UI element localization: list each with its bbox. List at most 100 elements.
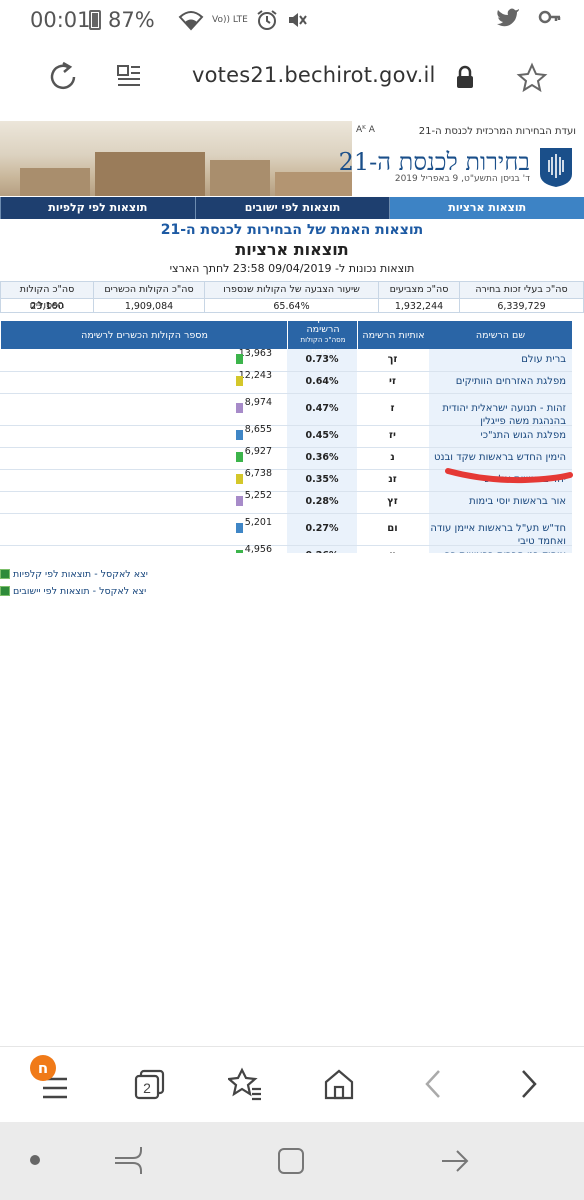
row-percent: 0.45% [305,430,339,441]
export-locality-link[interactable]: יצא לאקסל - תוצאות לפי יישובים [0,583,150,599]
notification-badge: ח [30,1055,56,1081]
header-valid-votes: מספר הקולות הכשרים לרשימה [0,321,288,349]
excel-icon [0,586,10,596]
status-time: 00:01 [30,8,91,32]
browser-toolbar: ח 2 [0,1046,584,1123]
status-bar: 00:01 87% Vo)) LTE [0,0,584,40]
row-color-swatch [236,403,243,413]
row-votes: 6,738 [244,468,272,479]
summary-invalid-votes: סה"כ הקולות הפסולים 23,160 [0,281,94,313]
recent-apps-icon[interactable] [113,1145,145,1175]
row-list-name[interactable]: הימין החדש בראשות שקד ובנט [434,452,566,463]
home-icon[interactable] [323,1067,355,1101]
row-list-name[interactable]: אור בראשות יוסי בימות [469,496,566,507]
row-votes: 12,243 [238,370,272,381]
table-row: מפלגת הגוש התנ"כי יז 0.45% 8,655 [0,424,572,448]
table-row: חד"ש תע"ל בראשות איימן עודה ואחמד טיבי ום… [0,513,572,547]
row-votes: 8,974 [244,397,272,408]
home-button-icon[interactable] [276,1146,306,1176]
results-table-header: שם הרשימה אותיות הרשימה אחוז קולות הרשימ… [0,321,572,355]
row-votes-cell: 12,243 [0,370,287,393]
address-bar: votes21.bechirot.gov.il [0,40,584,116]
font-size-buttons[interactable]: Aᴷ A [356,125,375,135]
red-underline-annotation [445,468,573,484]
committee-name: ועדת הבחירות המרכזית לכנסת ה-21 [418,126,576,137]
results-updated-time: תוצאות נכונות ל- 09/04/2019 23:58 לחתך ה… [169,262,415,275]
election-date: ד' בניסן התשע"ט, 9 באפריל 2019 [394,174,530,184]
dot-icon[interactable] [28,1153,42,1167]
twitter-icon [497,8,519,27]
tab-results-by-locality[interactable]: תוצאות לפי ישובים [194,197,390,219]
row-percent: 0.47% [305,403,339,414]
row-percent: 0.26% [287,550,357,553]
back-button-icon[interactable] [440,1146,470,1176]
key-icon [538,10,561,24]
row-color-swatch [236,354,243,364]
row-color-swatch [236,550,243,553]
tab-national-results[interactable]: תוצאות ארציות [389,197,584,219]
summary-voters: סה"כ מצביעים 1,932,244 [378,281,460,313]
row-color-swatch [236,523,243,533]
volte-icon: Vo)) LTE [212,15,248,25]
wifi-icon [178,11,204,31]
table-row: ברית עולם זך 0.73% 13,963 [0,348,572,372]
row-list-letters: נ [390,452,395,463]
back-icon[interactable] [421,1067,445,1101]
results-main-title: תוצאות האמת של הבחירות לכנסת ה-21 [160,222,424,238]
row-list-letters: זי [389,376,396,387]
row-percent: 0.64% [305,376,339,387]
row-list-letters: יז [389,430,396,441]
bookmarks-icon[interactable] [228,1067,262,1101]
row-list-name[interactable]: חד"ש תע"ל בראשות איימן עודה ואחמד טיבי [430,523,566,547]
row-percent: 0.28% [305,496,339,507]
row-color-swatch [236,452,243,462]
row-list-letters: יי [357,550,428,553]
row-list-name[interactable]: ברית עולם [521,354,566,365]
row-list-name[interactable]: מפלגת האזרחים הוותיקים [455,376,566,387]
row-votes: 5,201 [244,517,272,528]
tabs-count: 2 [143,1080,151,1096]
row-votes-cell: 5,201 [0,513,287,545]
row-votes-cell: 6,738 [0,468,287,491]
row-votes-cell: 8,655 [0,424,287,447]
header-list-name: שם הרשימה [475,329,526,341]
forward-icon[interactable] [517,1067,541,1101]
lock-icon [457,65,473,88]
row-list-name[interactable]: זהות - תנועה ישראלית יהודית בהנהגת משה פ… [442,403,566,427]
site-header: Aᴷ A ועדת הבחירות המרכזית לכנסת ה-21 בחי… [0,116,584,196]
results-tabs: תוצאות ארציות תוצאות לפי ישובים תוצאות ל… [0,197,584,219]
tab-results-by-ballot-box[interactable]: תוצאות לפי קלפיות [0,197,195,219]
row-color-swatch [236,430,243,440]
system-nav-bar [0,1122,584,1200]
state-emblem-icon [540,148,572,187]
export-links: יצא לאקסל - תוצאות לפי קלפיות יצא לאקסל … [0,566,150,600]
row-list-name[interactable]: מפלגת הגוש התנ"כי [480,430,566,441]
battery-icon [89,10,101,30]
row-votes: 4,956 [244,544,272,553]
tabs-icon[interactable]: 2 [133,1067,167,1101]
row-color-swatch [236,376,243,386]
export-ballot-box-link[interactable]: יצא לאקסל - תוצאות לפי קלפיות [0,566,150,582]
row-votes: 6,927 [244,446,272,457]
row-percent: 0.27% [305,523,339,534]
row-votes-cell: 13,963 [0,348,287,371]
reload-icon[interactable] [46,60,80,94]
row-list-letters: זץ [387,496,398,507]
row-percent: 0.73% [305,354,339,365]
battery-level: 87% [108,8,155,32]
url-text[interactable]: votes21.bechirot.gov.il [192,63,436,87]
results-table: שם הרשימה אותיות הרשימה אחוז קולות הרשימ… [0,321,584,553]
row-color-swatch [236,474,243,484]
mute-icon [288,13,307,27]
row-votes-cell: 5,252 [0,490,287,513]
row-list-letters: ום [387,523,398,534]
row-votes-cell: 6,927 [0,446,287,469]
site-title: בחירות לכנסת ה-21 [338,148,530,176]
reader-mode-icon[interactable] [115,62,143,90]
system-icons: Vo)) LTE [178,6,308,34]
row-percent: 0.36% [305,452,339,463]
row-votes: 5,252 [244,490,272,501]
bookmark-star-icon[interactable] [516,62,548,94]
